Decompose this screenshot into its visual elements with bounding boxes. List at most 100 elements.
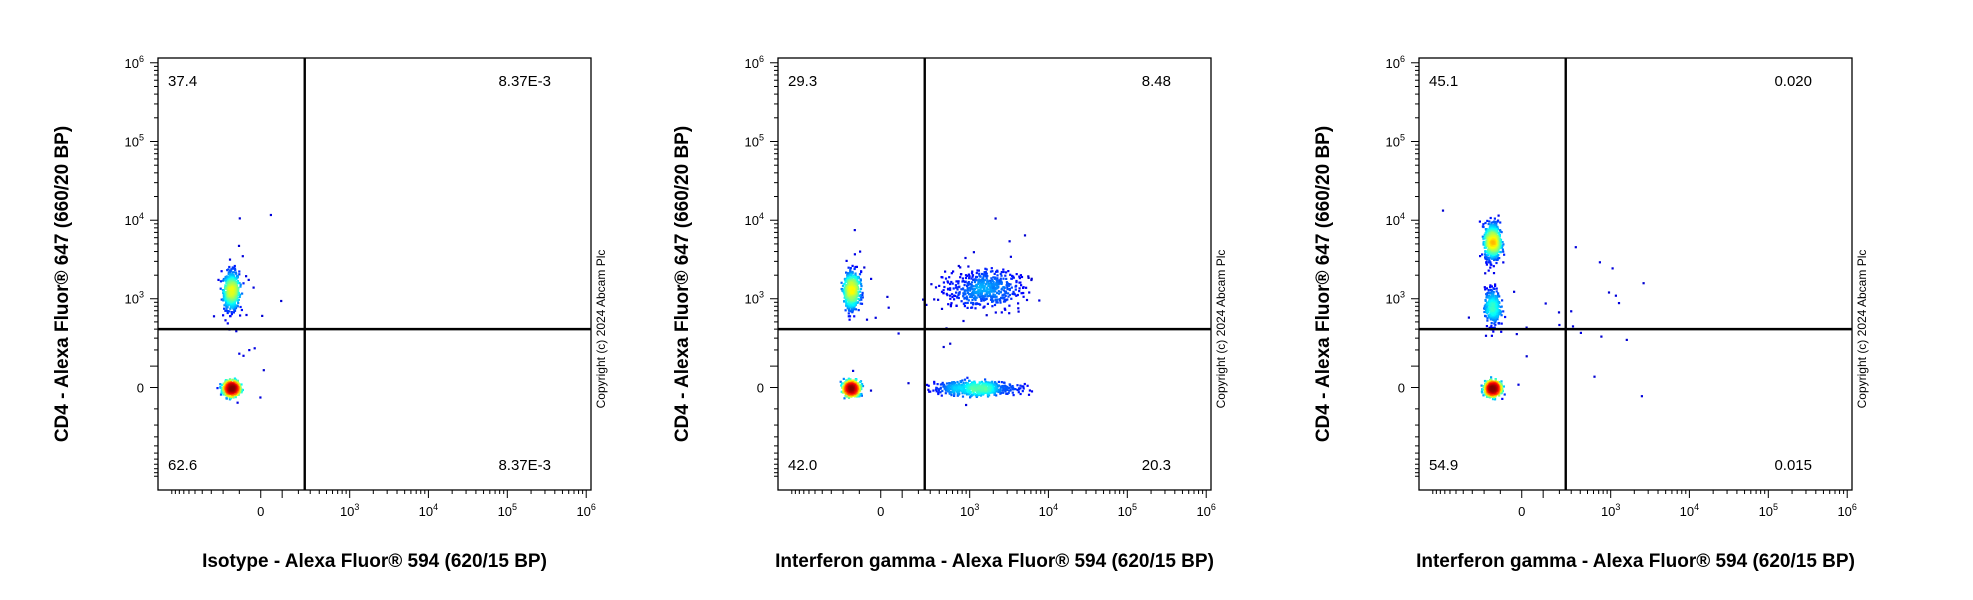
event-dot bbox=[1030, 278, 1033, 282]
event-dot bbox=[967, 281, 970, 284]
event-dot bbox=[1019, 392, 1022, 396]
event-dot bbox=[239, 293, 242, 296]
event-dot bbox=[1489, 256, 1492, 259]
event-dot bbox=[950, 293, 954, 296]
event-dot bbox=[963, 290, 966, 293]
event-dot bbox=[1484, 315, 1487, 318]
event-dot bbox=[949, 303, 953, 306]
event-dot bbox=[944, 392, 947, 395]
event-dot bbox=[245, 313, 248, 317]
event-dot bbox=[970, 286, 973, 289]
event-dot bbox=[957, 386, 960, 390]
event-dot bbox=[1491, 308, 1494, 311]
event-dot bbox=[991, 382, 994, 385]
event-dot bbox=[851, 276, 854, 279]
event-dot bbox=[1002, 270, 1005, 274]
event-dot bbox=[996, 270, 999, 273]
event-dot bbox=[994, 385, 998, 388]
event-dot bbox=[973, 287, 977, 290]
event-dot bbox=[939, 383, 942, 386]
event-dot bbox=[994, 311, 997, 314]
event-dot bbox=[1617, 302, 1621, 305]
event-dot bbox=[236, 297, 239, 300]
event-dot bbox=[992, 295, 995, 298]
event-dot bbox=[947, 386, 950, 389]
event-dot bbox=[1502, 385, 1505, 388]
event-dot bbox=[962, 385, 965, 388]
event-dot bbox=[994, 290, 997, 293]
event-dot bbox=[1498, 233, 1501, 236]
event-dot bbox=[1515, 333, 1518, 336]
event-dot bbox=[1022, 286, 1025, 289]
event-dot bbox=[844, 290, 847, 293]
event-dot bbox=[222, 291, 225, 294]
event-dot bbox=[997, 292, 1000, 295]
event-dot bbox=[1022, 291, 1025, 295]
event-dot bbox=[1008, 287, 1011, 291]
event-dot bbox=[1006, 288, 1009, 291]
event-dot bbox=[958, 388, 961, 392]
event-dot bbox=[1480, 384, 1483, 387]
event-dot bbox=[851, 291, 854, 294]
event-dot bbox=[937, 391, 940, 394]
event-dot bbox=[844, 309, 847, 312]
event-dot bbox=[975, 395, 978, 398]
event-dot bbox=[961, 379, 964, 382]
event-dot bbox=[1491, 398, 1495, 401]
event-dot bbox=[959, 380, 963, 384]
event-dot bbox=[989, 281, 992, 284]
event-dot bbox=[851, 303, 854, 306]
event-dot bbox=[980, 385, 983, 388]
event-dot bbox=[979, 286, 982, 289]
event-dot bbox=[985, 277, 988, 280]
event-dot bbox=[1484, 272, 1487, 275]
event-dot bbox=[1011, 274, 1014, 277]
event-dot bbox=[1482, 223, 1485, 226]
event-dot bbox=[842, 288, 845, 292]
event-dot bbox=[1489, 263, 1492, 266]
event-dot bbox=[1492, 303, 1495, 306]
event-dot bbox=[1642, 282, 1645, 285]
event-dot bbox=[974, 302, 977, 305]
event-dot bbox=[974, 295, 977, 298]
event-dot bbox=[966, 296, 969, 300]
event-dot bbox=[1485, 255, 1488, 258]
event-dot bbox=[1017, 302, 1020, 305]
event-dot bbox=[993, 272, 996, 275]
event-dot bbox=[999, 272, 1002, 275]
event-dot bbox=[844, 280, 847, 284]
x-axis: 0 103 104 105 106 bbox=[171, 490, 596, 519]
event-dot bbox=[232, 291, 235, 294]
event-dot bbox=[1494, 378, 1497, 381]
event-dot bbox=[960, 273, 963, 276]
event-dot bbox=[1009, 273, 1012, 276]
event-dot bbox=[979, 303, 982, 306]
event-dot bbox=[848, 308, 851, 311]
event-dot bbox=[223, 304, 226, 307]
event-dot bbox=[963, 384, 967, 387]
event-dot bbox=[961, 386, 964, 389]
event-dot bbox=[1492, 272, 1496, 275]
event-dot bbox=[1497, 322, 1501, 325]
event-dot bbox=[1493, 258, 1496, 261]
event-dot bbox=[1495, 261, 1498, 265]
event-dot bbox=[1489, 313, 1492, 316]
event-dot bbox=[1500, 392, 1503, 395]
event-dot bbox=[220, 298, 223, 301]
event-dot bbox=[1495, 230, 1498, 233]
event-dot bbox=[1017, 310, 1020, 313]
event-dot bbox=[962, 319, 965, 323]
event-dot bbox=[897, 332, 900, 335]
event-dot bbox=[982, 278, 985, 281]
event-dot bbox=[980, 384, 983, 387]
event-dot bbox=[1015, 281, 1018, 284]
event-dot bbox=[933, 380, 936, 383]
y-axis-title: CD4 - Alexa Fluor® 647 (660/20 BP) bbox=[672, 126, 693, 442]
event-dot bbox=[1484, 257, 1487, 260]
event-dot bbox=[860, 296, 863, 299]
event-dot bbox=[986, 275, 989, 278]
event-dot bbox=[224, 284, 227, 287]
event-dot bbox=[1495, 314, 1498, 317]
event-dot bbox=[965, 393, 969, 396]
event-dot bbox=[1579, 331, 1582, 334]
